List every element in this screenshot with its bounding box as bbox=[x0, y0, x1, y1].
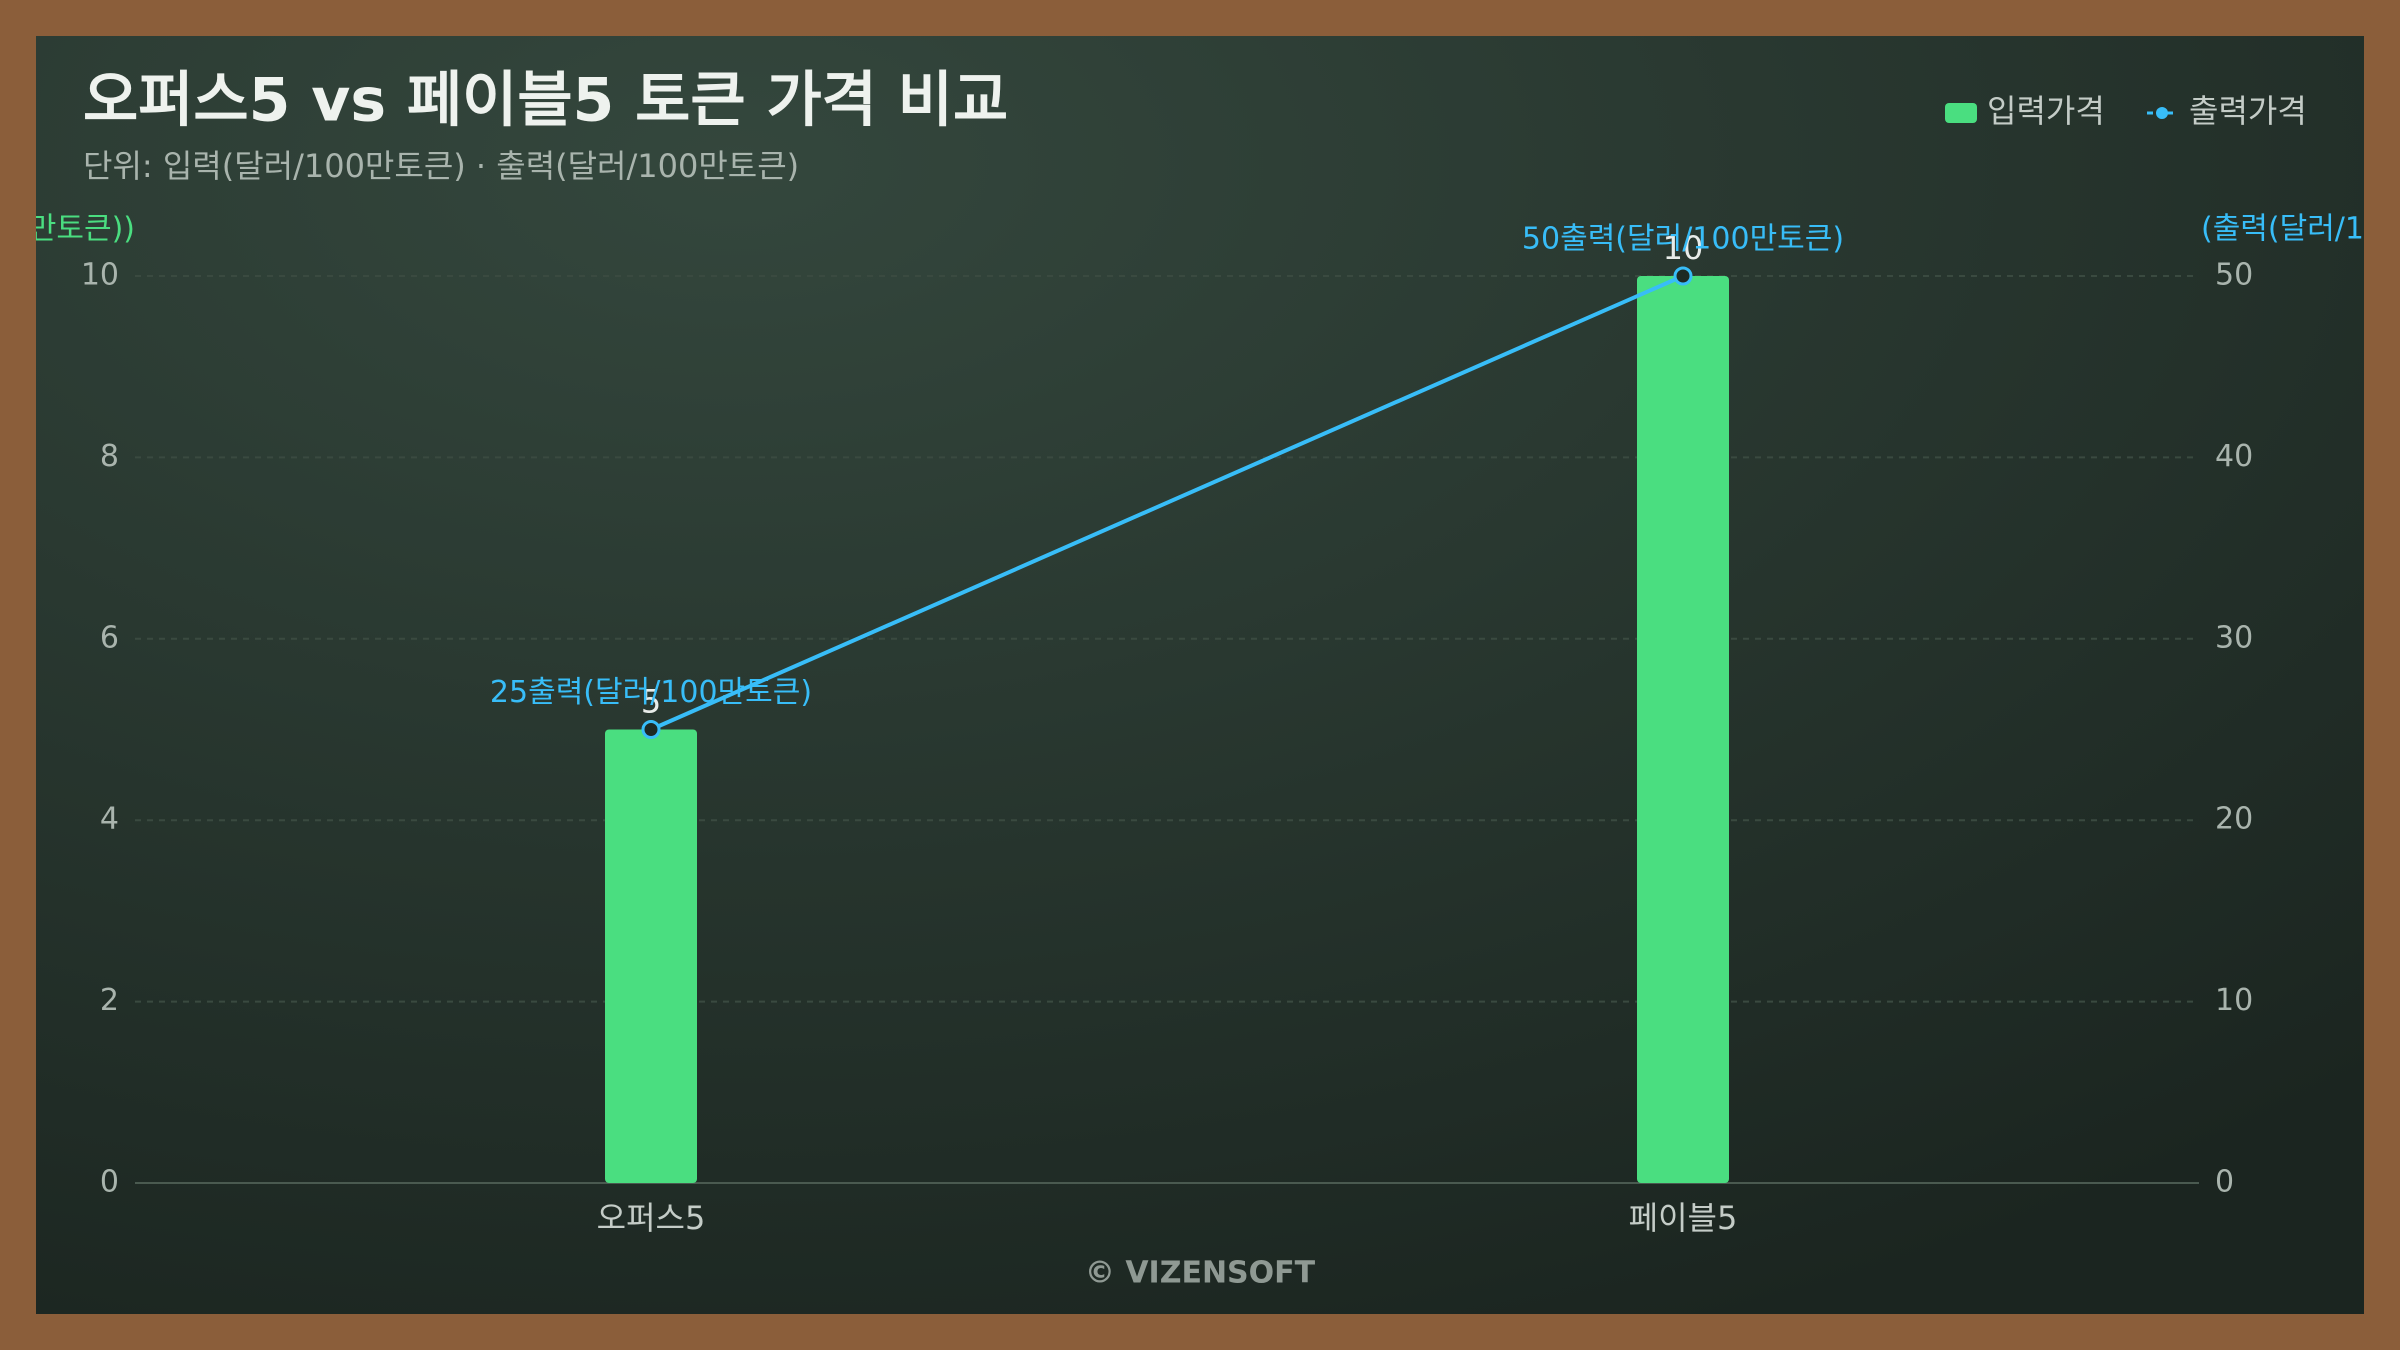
y-tick-label: 0 bbox=[100, 1165, 119, 1200]
bar-value-label: 10 bbox=[1663, 229, 1704, 267]
line bbox=[650, 274, 1684, 732]
y2-tick-label: 0 bbox=[2215, 1165, 2234, 1200]
line-point bbox=[641, 720, 661, 739]
line-value-label: 25출력(달러/100만토큰) bbox=[490, 675, 812, 710]
y2-tick-label: 40 bbox=[2215, 439, 2253, 474]
line-point bbox=[1673, 266, 1693, 286]
line-value-label: 50출력(달러/100만토큰) bbox=[1522, 222, 1844, 257]
x-tick-label: 오퍼스5 bbox=[597, 1199, 706, 1237]
panel: 오퍼스5 vs 페이블5 토큰 가격 비교 단위: 입력(달러/100만토큰) … bbox=[0, 36, 2400, 1314]
y2-axis-label: (출력(달러/100만토큰)) bbox=[2201, 212, 2400, 247]
panel-bg bbox=[36, 36, 2364, 1314]
footer: © VIZENSOFT bbox=[1085, 1256, 1316, 1291]
bar bbox=[1637, 276, 1729, 1183]
x-tick-label: 페이블5 bbox=[1629, 1199, 1738, 1237]
y2-tick-label: 10 bbox=[2215, 983, 2253, 1018]
chart-subtitle: 단위: 입력(달러/100만토큰) · 출력(달러/100만토큰) bbox=[83, 147, 799, 185]
y-tick-label: 10 bbox=[81, 258, 119, 293]
y2-tick-label: 20 bbox=[2215, 802, 2253, 837]
y-tick-label: 4 bbox=[100, 802, 119, 837]
legend-swatch bbox=[2156, 107, 2168, 119]
y2-tick-label: 30 bbox=[2215, 620, 2253, 655]
legend-swatch bbox=[1945, 103, 1977, 123]
y-tick-label: 6 bbox=[100, 620, 119, 655]
bar-value-label: 5 bbox=[641, 683, 661, 721]
bar bbox=[605, 729, 697, 1183]
chart-title: 오퍼스5 vs 페이블5 토큰 가격 비교 bbox=[83, 66, 1008, 136]
y-axis-label: (입력(달러/100만토큰)) bbox=[0, 212, 135, 247]
legend-label: 출력가격 bbox=[2189, 92, 2307, 130]
legend-label: 입력가격 bbox=[1987, 92, 2105, 130]
y2-tick-label: 50 bbox=[2215, 258, 2253, 293]
y-tick-label: 2 bbox=[100, 983, 119, 1018]
y-tick-label: 8 bbox=[100, 439, 119, 474]
